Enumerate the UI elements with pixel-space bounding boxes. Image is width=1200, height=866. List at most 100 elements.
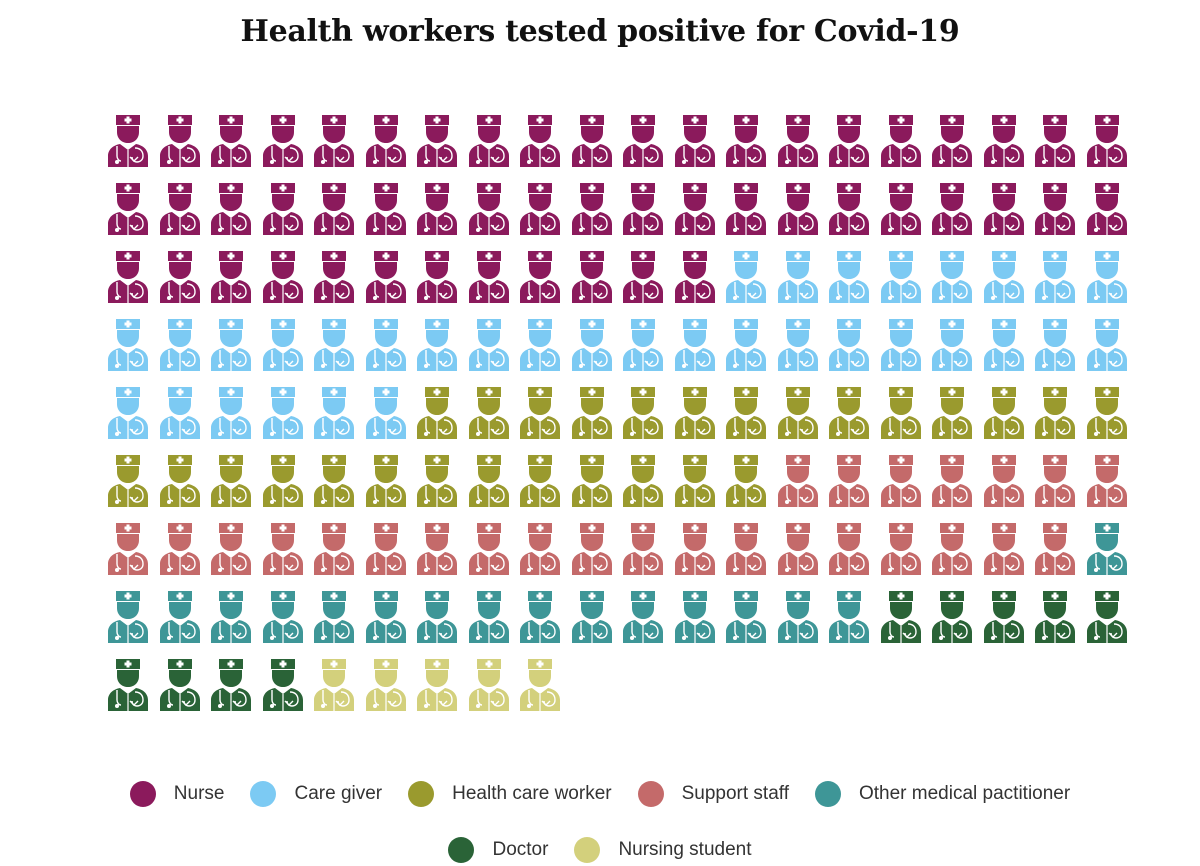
health-worker-icon (209, 180, 253, 236)
health-worker-icon (724, 316, 768, 372)
health-worker-icon (261, 656, 305, 712)
health-worker-icon (415, 452, 459, 508)
health-worker-icon (312, 588, 356, 644)
health-worker-icon (158, 180, 202, 236)
legend-label: Nursing student (618, 839, 752, 860)
health-worker-icon (364, 248, 408, 304)
legend-swatch (814, 781, 841, 807)
health-worker-icon (827, 452, 871, 508)
health-worker-icon (312, 180, 356, 236)
health-worker-icon (518, 112, 562, 168)
health-worker-icon (261, 520, 305, 576)
health-worker-icon (879, 248, 923, 304)
legend-label: Other medical pactitioner (858, 783, 1071, 804)
health-worker-icon (209, 452, 253, 508)
health-worker-icon (1085, 520, 1129, 576)
health-worker-icon (930, 520, 974, 576)
health-worker-icon (1085, 112, 1129, 168)
legend-swatch (637, 781, 664, 807)
health-worker-icon (621, 384, 665, 440)
health-worker-icon (724, 520, 768, 576)
health-worker-icon (106, 384, 150, 440)
health-worker-icon (106, 656, 150, 712)
health-worker-icon (467, 316, 511, 372)
health-worker-icon (621, 588, 665, 644)
health-worker-icon (776, 452, 820, 508)
health-worker-icon (827, 112, 871, 168)
health-worker-icon (930, 452, 974, 508)
health-worker-icon (364, 656, 408, 712)
health-worker-icon (673, 180, 717, 236)
health-worker-icon (879, 180, 923, 236)
health-worker-icon (158, 588, 202, 644)
health-worker-icon (1085, 180, 1129, 236)
legend-swatch (574, 837, 601, 863)
health-worker-icon (1033, 316, 1077, 372)
health-worker-icon (364, 588, 408, 644)
health-worker-icon (106, 316, 150, 372)
legend-swatch (408, 781, 435, 807)
legend-item-care-giver: Care giver (250, 781, 382, 807)
health-worker-icon (621, 452, 665, 508)
health-worker-icon (982, 520, 1026, 576)
health-worker-icon (1085, 588, 1129, 644)
legend-label: Health care worker (452, 783, 612, 804)
health-worker-icon (982, 316, 1026, 372)
health-worker-icon (106, 520, 150, 576)
health-worker-icon (621, 112, 665, 168)
health-worker-icon (518, 316, 562, 372)
health-worker-icon (209, 656, 253, 712)
health-worker-icon (879, 588, 923, 644)
health-worker-icon (261, 384, 305, 440)
health-worker-icon (982, 384, 1026, 440)
health-worker-icon (467, 112, 511, 168)
health-worker-icon (415, 588, 459, 644)
health-worker-icon (827, 248, 871, 304)
health-worker-icon (724, 384, 768, 440)
health-worker-icon (106, 588, 150, 644)
health-worker-icon (827, 384, 871, 440)
health-worker-icon (1085, 248, 1129, 304)
health-worker-icon (879, 452, 923, 508)
health-worker-icon (724, 452, 768, 508)
health-worker-icon (621, 248, 665, 304)
health-worker-icon (261, 112, 305, 168)
health-worker-icon (364, 316, 408, 372)
health-worker-icon (930, 248, 974, 304)
legend-item-health-care-worker: Health care worker (408, 781, 612, 807)
health-worker-icon (467, 384, 511, 440)
health-worker-icon (673, 248, 717, 304)
health-worker-icon (364, 384, 408, 440)
legend-item-nurse: Nurse (129, 781, 224, 807)
health-worker-icon (158, 112, 202, 168)
health-worker-icon (673, 112, 717, 168)
pictogram-grid (106, 112, 1129, 712)
legend-swatch (250, 781, 277, 807)
health-worker-icon (982, 588, 1026, 644)
legend-swatch (448, 837, 475, 863)
health-worker-icon (1033, 248, 1077, 304)
health-worker-icon (415, 316, 459, 372)
health-worker-icon (158, 384, 202, 440)
health-worker-icon (415, 520, 459, 576)
health-worker-icon (467, 656, 511, 712)
health-worker-icon (209, 112, 253, 168)
health-worker-icon (1033, 588, 1077, 644)
health-worker-icon (312, 452, 356, 508)
health-worker-icon (982, 180, 1026, 236)
health-worker-icon (415, 656, 459, 712)
legend-label: Support staff (681, 783, 789, 804)
health-worker-icon (930, 316, 974, 372)
health-worker-icon (930, 384, 974, 440)
health-worker-icon (518, 656, 562, 712)
health-worker-icon (312, 112, 356, 168)
legend-swatch (129, 781, 156, 807)
health-worker-icon (930, 112, 974, 168)
health-worker-icon (570, 316, 614, 372)
health-worker-icon (364, 520, 408, 576)
health-worker-icon (518, 248, 562, 304)
health-worker-icon (106, 112, 150, 168)
health-worker-icon (982, 452, 1026, 508)
health-worker-icon (158, 452, 202, 508)
health-worker-icon (467, 588, 511, 644)
